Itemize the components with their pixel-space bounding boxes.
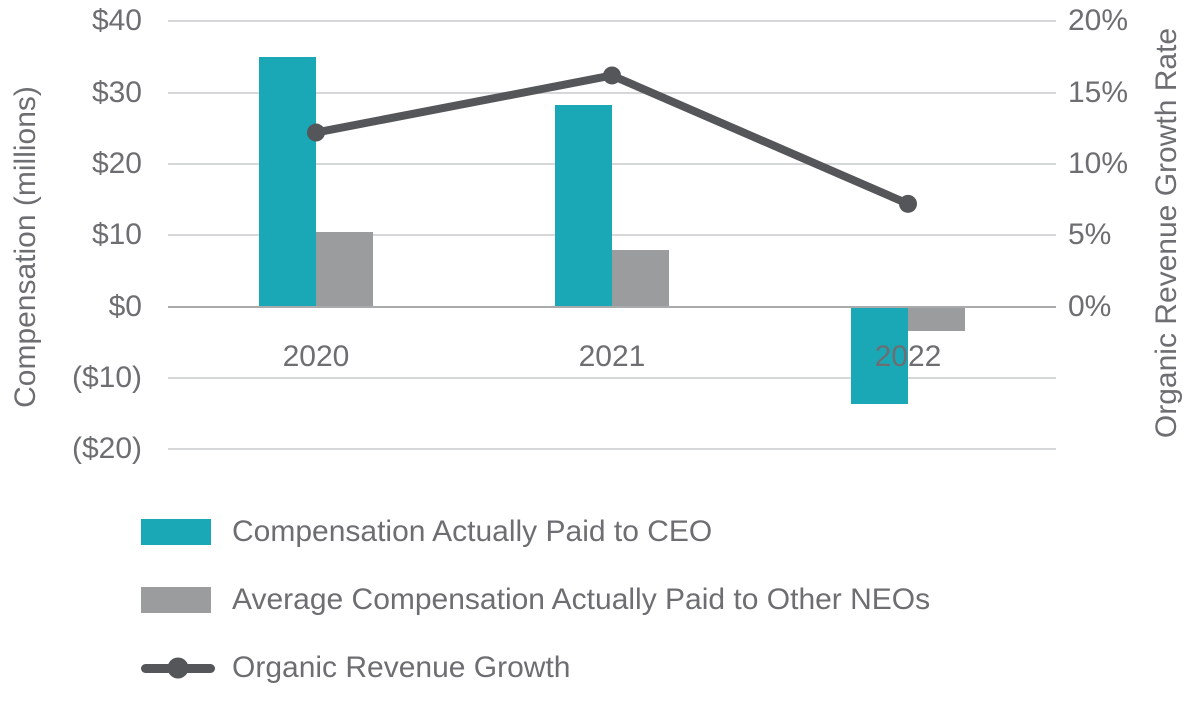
legend-item-organic-revenue-growth: Organic Revenue Growth: [141, 653, 930, 683]
right-axis-tick-label: 5%: [1068, 218, 1112, 252]
left-axis-title: Compensation (millions): [9, 86, 42, 408]
right-axis-tick-label: 20%: [1068, 4, 1129, 38]
x-axis-label-2020: 2020: [282, 340, 350, 373]
bar-neo-2022: [908, 306, 965, 332]
bar-ceo-2022: [851, 306, 908, 405]
ceo-bar-swatch: [141, 519, 211, 545]
right-axis-title: Organic Revenue Growth Rate: [1150, 27, 1183, 439]
x-axis-label-2022: 2022: [874, 340, 942, 373]
pay-vs-performance-chart: $40 $30 $20 $10 $0 ($10) ($20) 20% 15% 10% 5% 0% 202…: [9, 4, 1183, 682]
left-axis-tick-label: $20: [91, 146, 142, 180]
gridline: [168, 376, 1056, 379]
neo-bar-swatch: [141, 587, 211, 613]
gridline: [168, 234, 1056, 237]
legend-item-neo-compensation: Average Compensation Actually Paid to Ot…: [141, 585, 930, 615]
x-axis-label-2021: 2021: [578, 340, 646, 373]
left-axis-tick-label: $10: [91, 218, 142, 252]
legend-label-ceo: Compensation Actually Paid to CEO: [232, 515, 713, 548]
zero-axis-line: [168, 305, 1056, 308]
left-axis-tick-label: $0: [108, 289, 142, 323]
legend-label-growth: Organic Revenue Growth: [232, 651, 571, 684]
right-axis-tick-label: 10%: [1068, 146, 1129, 180]
bar-neo-2020: [316, 232, 373, 307]
legend-label-neo: Average Compensation Actually Paid to Ot…: [232, 583, 931, 616]
right-axis-tick-label: 0%: [1068, 289, 1112, 323]
left-axis-tick-label: ($10): [71, 360, 142, 394]
plot-area: $40 $30 $20 $10 $0 ($10) ($20) 20% 15% 10% 5% 0% 202…: [71, 4, 1129, 466]
bar-neo-2021: [612, 250, 669, 307]
legend: Compensation Actually Paid to CEO Averag…: [141, 517, 930, 721]
bar-ceo-2021: [555, 105, 612, 307]
growth-line-marker-icon: [167, 657, 189, 679]
growth-line-swatch: [141, 657, 215, 679]
left-axis-tick-label: $30: [91, 75, 142, 109]
right-axis-tick-label: 15%: [1068, 75, 1129, 109]
gridline: [168, 448, 1056, 451]
left-axis-tick-label: $40: [91, 4, 142, 38]
left-axis-tick-label: ($20): [71, 432, 142, 466]
bar-ceo-2020: [259, 56, 316, 307]
legend-item-ceo-compensation: Compensation Actually Paid to CEO: [141, 517, 930, 547]
gridline: [168, 20, 1056, 23]
